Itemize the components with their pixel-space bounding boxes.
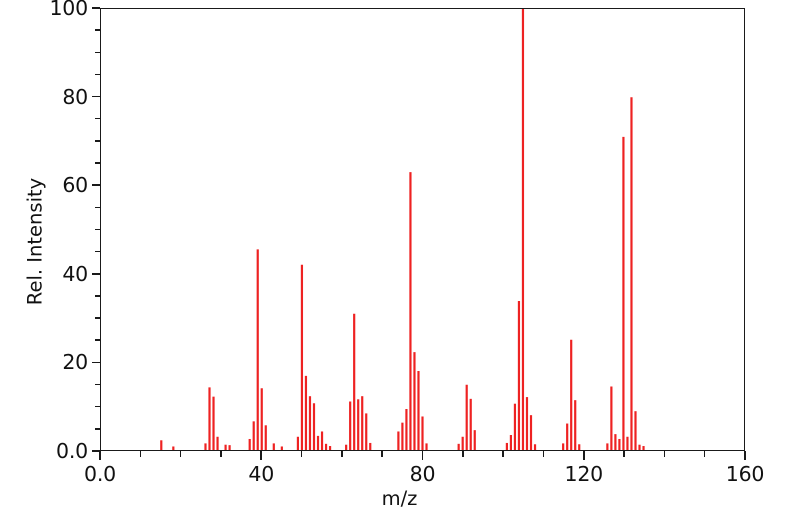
x-tick-minor [542,451,545,457]
x-tick-minor [703,451,706,457]
x-tick-minor [341,451,343,457]
y-tick-minor [94,29,100,31]
spectrum-peaks [160,9,645,450]
y-tick-minor [94,339,100,341]
x-tick-major [99,451,101,460]
y-tick-minor [94,162,100,164]
x-tick-minor [623,451,625,457]
y-tick-label: 60 [62,173,88,198]
x-tick-label: 160 [725,462,765,486]
y-tick-minor [94,250,100,253]
x-tick-minor [663,451,666,457]
y-axis: 0.0 20 40 60 80 100 [0,0,100,463]
y-tick-minor [94,295,100,297]
x-tick-minor [179,451,182,457]
x-axis-title: m/z [381,487,418,510]
y-tick-major [92,273,100,275]
y-tick-minor [94,73,100,76]
y-tick-minor [94,317,100,319]
x-tick-minor [381,451,383,457]
y-tick-label: 40 [62,261,88,286]
x-tick-label: 80 [409,462,436,486]
x-tick-minor [502,451,504,457]
y-tick-minor [94,206,100,209]
y-tick-minor [94,117,100,120]
x-tick-major [421,451,424,460]
y-tick-label: 100 [49,0,88,20]
y-tick-major [92,95,100,98]
x-tick-major [260,451,263,460]
y-tick-minor [94,51,100,53]
x-tick-label: 120 [564,462,604,486]
y-tick-major [92,7,100,9]
y-tick-minor [94,228,100,231]
y-tick-label: 20 [62,350,88,375]
y-tick-minor [94,383,100,386]
y-tick-major [92,184,100,186]
y-tick-minor [94,405,100,408]
y-tick-minor [94,140,100,142]
x-tick-minor [139,451,141,457]
x-tick-label: 40 [248,462,275,486]
plot-area [100,8,745,451]
y-tick-major [92,450,100,452]
y-tick-label: 80 [62,84,88,109]
x-tick-minor [462,451,464,457]
y-axis-title: Rel. Intensity [23,177,47,306]
x-tick-major [744,451,746,460]
x-tick-minor [220,451,222,457]
y-tick-label: 0.0 [55,439,88,463]
x-tick-minor [300,451,303,457]
x-tick-label: 0.0 [83,462,117,486]
y-tick-minor [94,428,100,430]
x-tick-major [582,451,585,460]
y-tick-major [92,361,100,364]
